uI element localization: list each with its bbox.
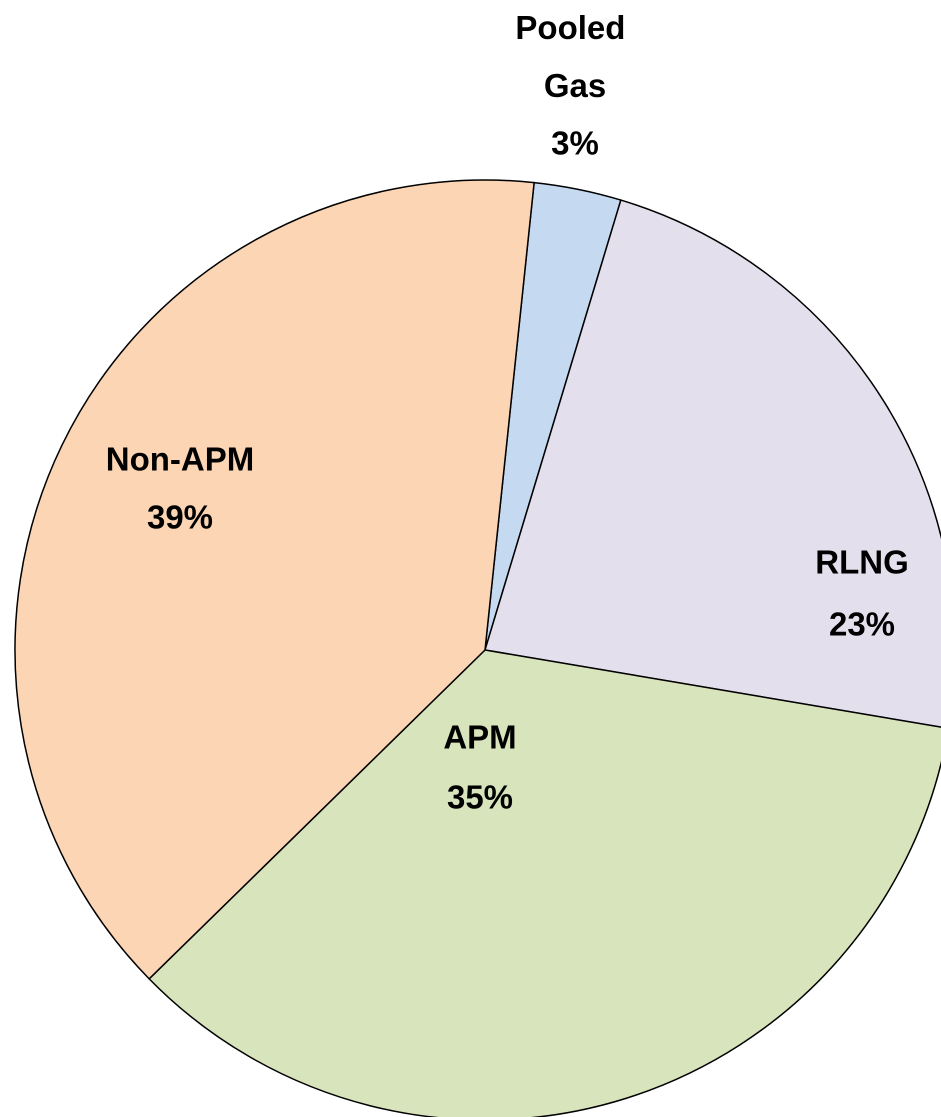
slice-category-label: Pooled Gas bbox=[515, 9, 634, 104]
pie-slice bbox=[14, 179, 535, 980]
slice-category-label: Non-APM bbox=[106, 441, 254, 478]
slice-value-label: 35% bbox=[447, 779, 513, 816]
slice-value-label: 23% bbox=[829, 606, 895, 643]
label-line: Pooled bbox=[515, 9, 634, 46]
slice-value-label: 39% bbox=[147, 499, 213, 536]
pie-slice bbox=[484, 199, 941, 728]
slice-category-label: RLNG bbox=[815, 544, 909, 581]
slice-value-label: 3% bbox=[551, 125, 599, 162]
pie-slice bbox=[148, 649, 941, 1117]
label-line: Gas bbox=[544, 67, 606, 104]
slice-category-label: APM bbox=[443, 719, 516, 756]
